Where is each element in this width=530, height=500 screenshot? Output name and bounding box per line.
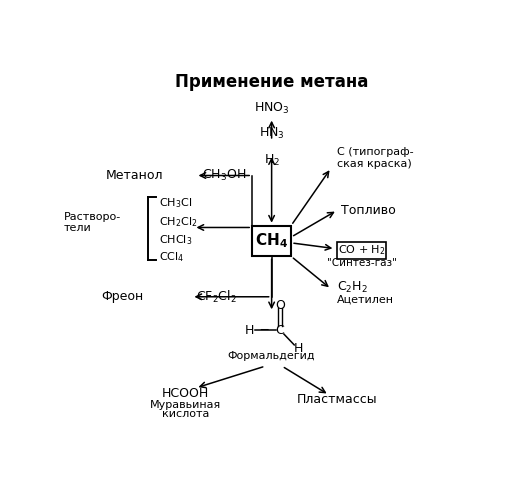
Text: H: H [294,342,303,355]
Text: HN$_3$: HN$_3$ [259,126,285,141]
Text: CH$_3$OH: CH$_3$OH [202,168,246,183]
Bar [252,226,291,256]
Text: CCl$_4$: CCl$_4$ [158,250,184,264]
Text: кислота: кислота [162,409,209,419]
Text: Пластмассы: Пластмассы [297,393,378,406]
Text: "Синтез-газ": "Синтез-газ" [326,258,396,268]
Text: CH$_3$Cl: CH$_3$Cl [158,196,192,210]
Text: Ацетилен: Ацетилен [338,294,394,304]
Text: $\mathbf{CH_4}$: $\mathbf{CH_4}$ [255,232,288,250]
Text: H: H [244,324,254,337]
Bar [338,242,386,258]
Text: CH$_2$Cl$_2$: CH$_2$Cl$_2$ [158,215,197,228]
Text: С (типограф-
ская краска): С (типограф- ская краска) [337,148,413,169]
Text: Метанол: Метанол [105,169,163,182]
Text: CF$_2$Cl$_2$: CF$_2$Cl$_2$ [196,288,236,305]
Text: H$_2$: H$_2$ [263,153,280,168]
Text: Растворо-
тели: Растворо- тели [64,212,121,234]
Text: Формальдегид: Формальдегид [228,352,315,362]
Text: Фреон: Фреон [101,290,144,304]
Text: ─: ─ [260,324,267,337]
Text: Применение метана: Применение метана [175,74,368,92]
Text: Топливо: Топливо [341,204,395,216]
Text: CO + H$_2$: CO + H$_2$ [338,243,385,256]
Text: O: O [275,299,285,312]
Text: C$_2$H$_2$: C$_2$H$_2$ [338,280,368,295]
Text: Муравьиная: Муравьиная [150,400,221,409]
Text: HNO$_3$: HNO$_3$ [254,100,289,116]
Text: НСООН: НСООН [162,386,209,400]
Text: CHCl$_3$: CHCl$_3$ [158,234,192,247]
Text: C: C [276,324,284,337]
